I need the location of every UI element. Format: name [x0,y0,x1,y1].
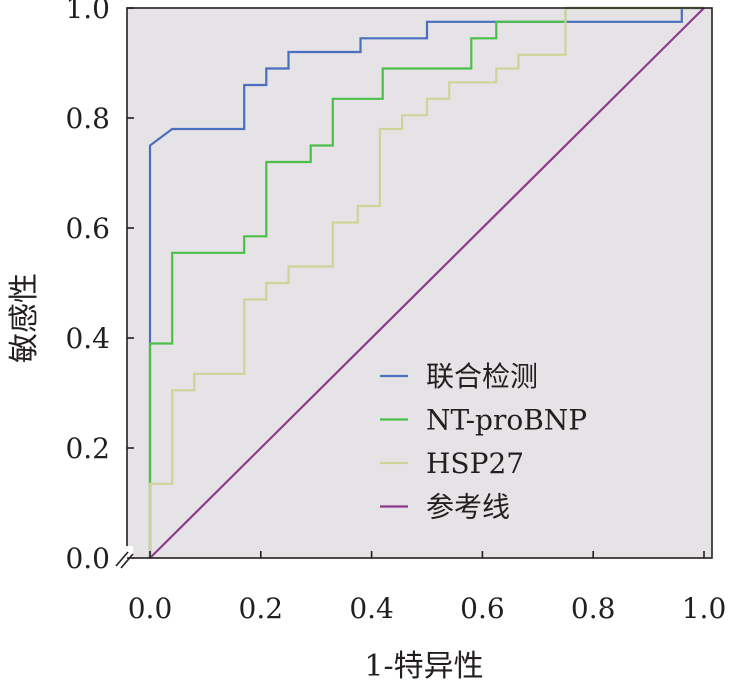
x-tick-label: 0.0 [128,592,173,625]
axis-break-mark [115,546,134,569]
x-tick-label: 0.2 [239,592,284,625]
x-axis-ticks: 0.0 0.2 0.4 0.6 0.8 1.0 [128,551,727,625]
y-tick-label: 0.8 [65,102,110,135]
y-axis-label: 敏感性 [7,273,42,363]
legend-label: NT-proBNP [426,404,587,437]
plot-frame [126,7,713,559]
y-tick-label: 0.6 [65,212,110,245]
y-tick-label: 1.0 [65,0,110,25]
series-layer [148,6,705,559]
plot-area [127,8,712,558]
y-tick-label: 0.4 [65,322,110,355]
x-tick-label: 0.4 [349,592,394,625]
series-line-4 [149,7,705,559]
x-tick-label: 0.6 [460,592,505,625]
axis-break-stroke [115,551,129,567]
x-tick-label: 0.8 [571,592,616,625]
legend-label: 参考线 [426,491,510,524]
y-tick-label: 0.0 [65,542,110,575]
y-axis-ticks: 0.0 0.2 0.4 0.6 0.8 1.0 [65,0,134,575]
legend-label: HSP27 [426,447,524,480]
legend: 联合检测 NT-proBNP HSP27 参考线 [380,360,587,524]
axis-break-stroke [120,553,134,569]
series-line-2 [148,6,704,558]
legend-label: 联合检测 [426,360,538,393]
x-axis-label: 1-特异性 [364,649,483,684]
x-tick-label: 1.0 [682,592,727,625]
y-tick-label: 0.2 [65,432,110,465]
series-line-3 [148,6,704,558]
